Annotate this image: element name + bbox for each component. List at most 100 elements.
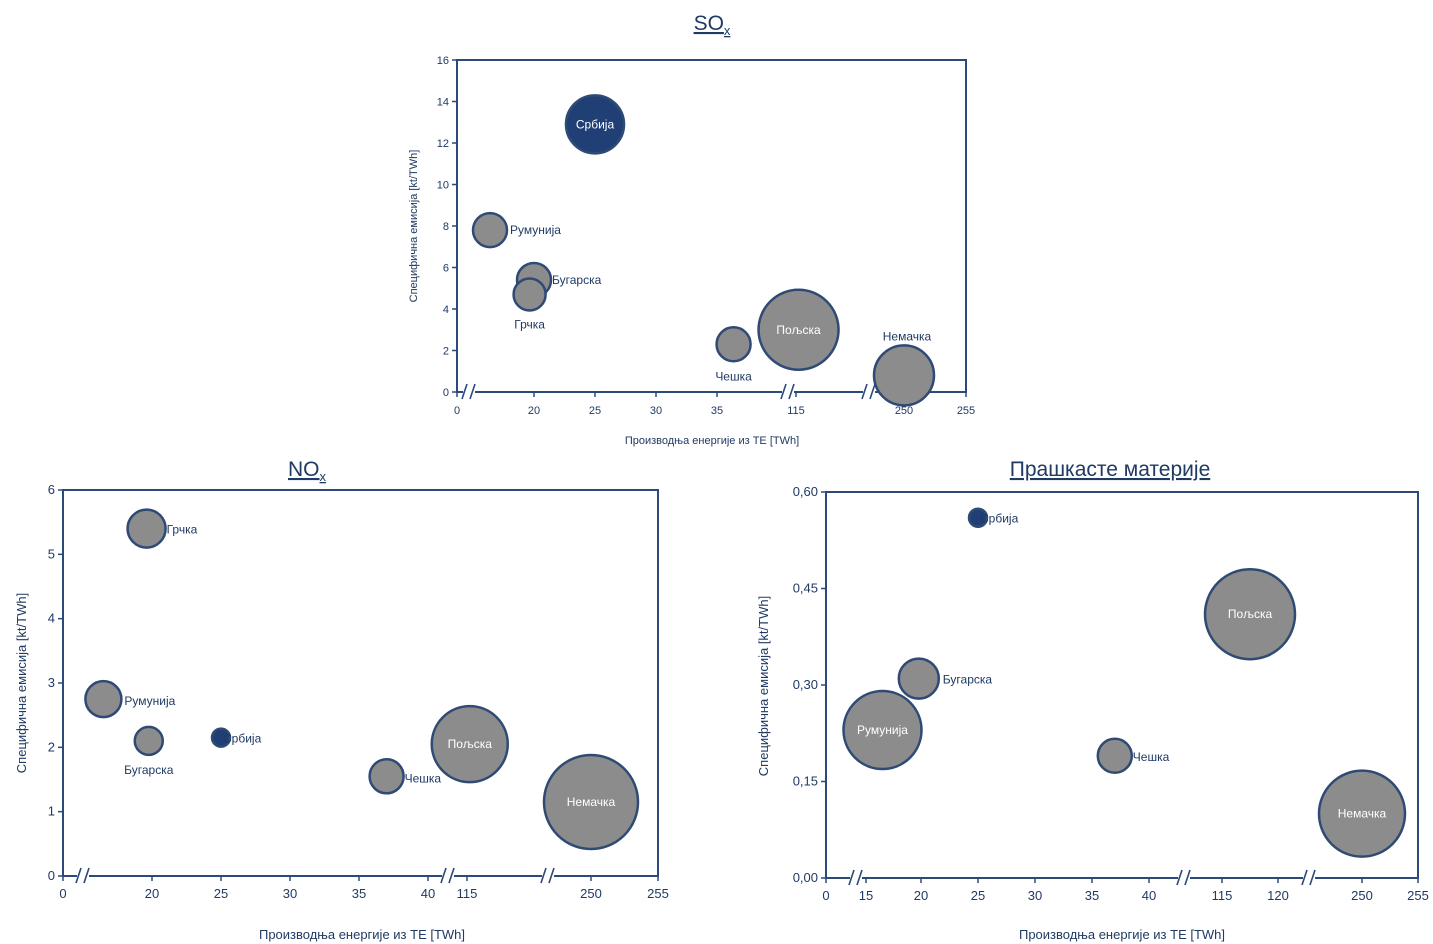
y-axis-label: Специфична емисија [kt/TWh] bbox=[14, 593, 29, 773]
x-tick-label: 30 bbox=[650, 405, 662, 417]
axis-break-marker bbox=[848, 869, 863, 886]
x-tick-label: 25 bbox=[214, 886, 228, 901]
bubble-label: Чешка bbox=[1133, 750, 1170, 764]
bubble-5 bbox=[430, 704, 510, 784]
y-tick-label: 5 bbox=[48, 546, 55, 561]
x-tick-label: 35 bbox=[1085, 888, 1099, 903]
bubble-label: Бугарска bbox=[552, 273, 602, 287]
y-tick-label: 4 bbox=[48, 611, 55, 626]
x-tick-label: 20 bbox=[914, 888, 928, 903]
bubble-label: Бугарска bbox=[943, 673, 993, 687]
axis-break-slash bbox=[869, 383, 876, 400]
bubble-label: Грчка bbox=[167, 523, 198, 537]
axis-break-slash bbox=[540, 867, 547, 884]
y-tick-label: 0,45 bbox=[793, 581, 818, 596]
axis-break-marker bbox=[780, 383, 795, 400]
x-tick-label: 35 bbox=[352, 886, 366, 901]
y-tick-label: 14 bbox=[437, 97, 449, 109]
x-tick-label: 120 bbox=[1267, 888, 1289, 903]
axis-break-slash bbox=[461, 383, 468, 400]
y-tick-label: 0 bbox=[48, 868, 55, 883]
bubble-0 bbox=[967, 507, 989, 528]
y-axis-label: Специфична емисија [kt/TWh] bbox=[408, 150, 420, 303]
y-tick-label: 10 bbox=[437, 180, 449, 192]
y-tick-label: 1 bbox=[48, 804, 55, 819]
chart-title-main: Прашкасте материје bbox=[1010, 458, 1211, 481]
chart-title-main: SO bbox=[694, 12, 724, 35]
axis-break-slash bbox=[1184, 869, 1191, 886]
y-tick-label: 8 bbox=[443, 221, 449, 233]
y-tick-label: 6 bbox=[48, 482, 55, 497]
x-tick-label: 15 bbox=[859, 888, 873, 903]
bubble-2 bbox=[133, 725, 165, 757]
bubble-4 bbox=[1203, 567, 1297, 661]
axis-break-marker bbox=[540, 867, 555, 884]
bubble-label: Пољска bbox=[776, 323, 821, 337]
bubble-4 bbox=[715, 326, 752, 363]
axis-break-slash bbox=[548, 867, 555, 884]
y-tick-label: 2 bbox=[48, 739, 55, 754]
bubble-label: Чешка bbox=[715, 369, 752, 383]
axis-break-marker bbox=[461, 383, 476, 400]
bubble-0 bbox=[126, 508, 167, 549]
y-axis-label: Специфична емисија [kt/TWh] bbox=[756, 596, 771, 776]
axis-break-slash bbox=[469, 383, 476, 400]
axis-break-marker bbox=[440, 867, 455, 884]
chart-title-subscript: x bbox=[320, 469, 327, 484]
axis-break-slash bbox=[861, 383, 868, 400]
bubble-3 bbox=[210, 727, 232, 748]
x-tick-label: 40 bbox=[1142, 888, 1156, 903]
chart-2: Прашкасте материје 0,00 0,15 0,30 0,45 0,60 0 1… bbox=[756, 458, 1429, 942]
chart-0: SOx 0 2 4 6 8 10 12 14 16 0 20 25 30 35 115 250 255 Произв… bbox=[408, 12, 975, 447]
axis-break-slash bbox=[83, 867, 90, 884]
x-tick-label: 250 bbox=[1351, 888, 1373, 903]
axis-break-slash bbox=[856, 869, 863, 886]
y-tick-label: 0,30 bbox=[793, 677, 818, 692]
x-tick-label: 20 bbox=[528, 405, 540, 417]
bubble-label: Немачка bbox=[567, 795, 616, 809]
axis-break-slash bbox=[75, 867, 82, 884]
x-tick-label: 30 bbox=[283, 886, 297, 901]
bubble-label: Пољска bbox=[1228, 607, 1273, 621]
chart-title-main: NO bbox=[288, 458, 320, 481]
bubble-label: Немачка bbox=[1338, 807, 1387, 821]
axis-break-slash bbox=[448, 867, 455, 884]
x-tick-label: 115 bbox=[787, 405, 805, 417]
chart-1: NOx 0 1 2 3 4 5 6 0 20 25 30 35 40 115 250 255 Производња… bbox=[14, 458, 669, 942]
x-tick-label: 250 bbox=[580, 886, 602, 901]
axis-break-slash bbox=[780, 383, 787, 400]
axis-break-slash bbox=[1301, 869, 1308, 886]
chart-title-subscript: x bbox=[724, 23, 731, 38]
x-tick-label: 255 bbox=[647, 886, 669, 901]
y-tick-label: 0,15 bbox=[793, 774, 818, 789]
y-tick-label: 12 bbox=[437, 138, 449, 150]
axis-break-marker bbox=[861, 383, 876, 400]
chart-title: NOx bbox=[288, 458, 327, 484]
x-tick-label: 25 bbox=[971, 888, 985, 903]
bubble-label: Немачка bbox=[883, 329, 932, 343]
chart-title: SOx bbox=[694, 12, 731, 38]
bubble-6 bbox=[872, 344, 936, 407]
x-tick-label: 0 bbox=[454, 405, 460, 417]
y-tick-label: 6 bbox=[443, 263, 449, 275]
axis-break-slash bbox=[440, 867, 447, 884]
x-tick-label: 25 bbox=[589, 405, 601, 417]
bubble-label: Румунија bbox=[510, 223, 561, 237]
bubble-1 bbox=[471, 211, 509, 249]
bubble-label: Србија bbox=[980, 512, 1019, 526]
y-tick-label: 0,60 bbox=[793, 484, 818, 499]
x-axis-label: Производња енергије из ТЕ [TWh] bbox=[1019, 927, 1225, 942]
chart-title: Прашкасте материје bbox=[1010, 458, 1211, 481]
x-tick-label: 30 bbox=[1028, 888, 1042, 903]
bubble-1 bbox=[84, 679, 123, 719]
axis-break-marker bbox=[75, 867, 90, 884]
axis-break-marker bbox=[1176, 869, 1191, 886]
x-tick-label: 250 bbox=[895, 405, 913, 417]
bubble-3 bbox=[1096, 737, 1134, 775]
bubble-0 bbox=[564, 94, 626, 155]
y-tick-label: 0,00 bbox=[793, 870, 818, 885]
x-tick-label: 40 bbox=[421, 886, 435, 901]
bubble-label: Србија bbox=[223, 732, 262, 746]
x-tick-label: 115 bbox=[1212, 888, 1233, 903]
axis-break-slash bbox=[1309, 869, 1316, 886]
